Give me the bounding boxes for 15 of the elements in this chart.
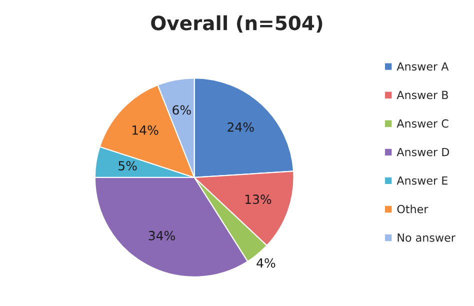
data-label: 14%	[132, 125, 158, 135]
data-label: 5%	[118, 161, 137, 171]
data-label: 24%	[228, 122, 254, 132]
legend-label: Other	[397, 204, 428, 214]
data-label: 13%	[245, 194, 272, 204]
legend-label: Answer B	[396, 90, 448, 100]
chart-title: Overall (n=504)	[151, 15, 322, 33]
legend-label: Answer C	[396, 119, 448, 128]
data-label: 4%	[256, 258, 276, 268]
legend-label: No answer	[398, 234, 456, 242]
data-label: 6%	[172, 105, 191, 115]
legend-label: Answer E	[396, 176, 448, 185]
data-label: 34%	[148, 230, 175, 240]
legend-label: Answer D	[396, 148, 450, 156]
legend-label: Answer A	[396, 62, 449, 71]
